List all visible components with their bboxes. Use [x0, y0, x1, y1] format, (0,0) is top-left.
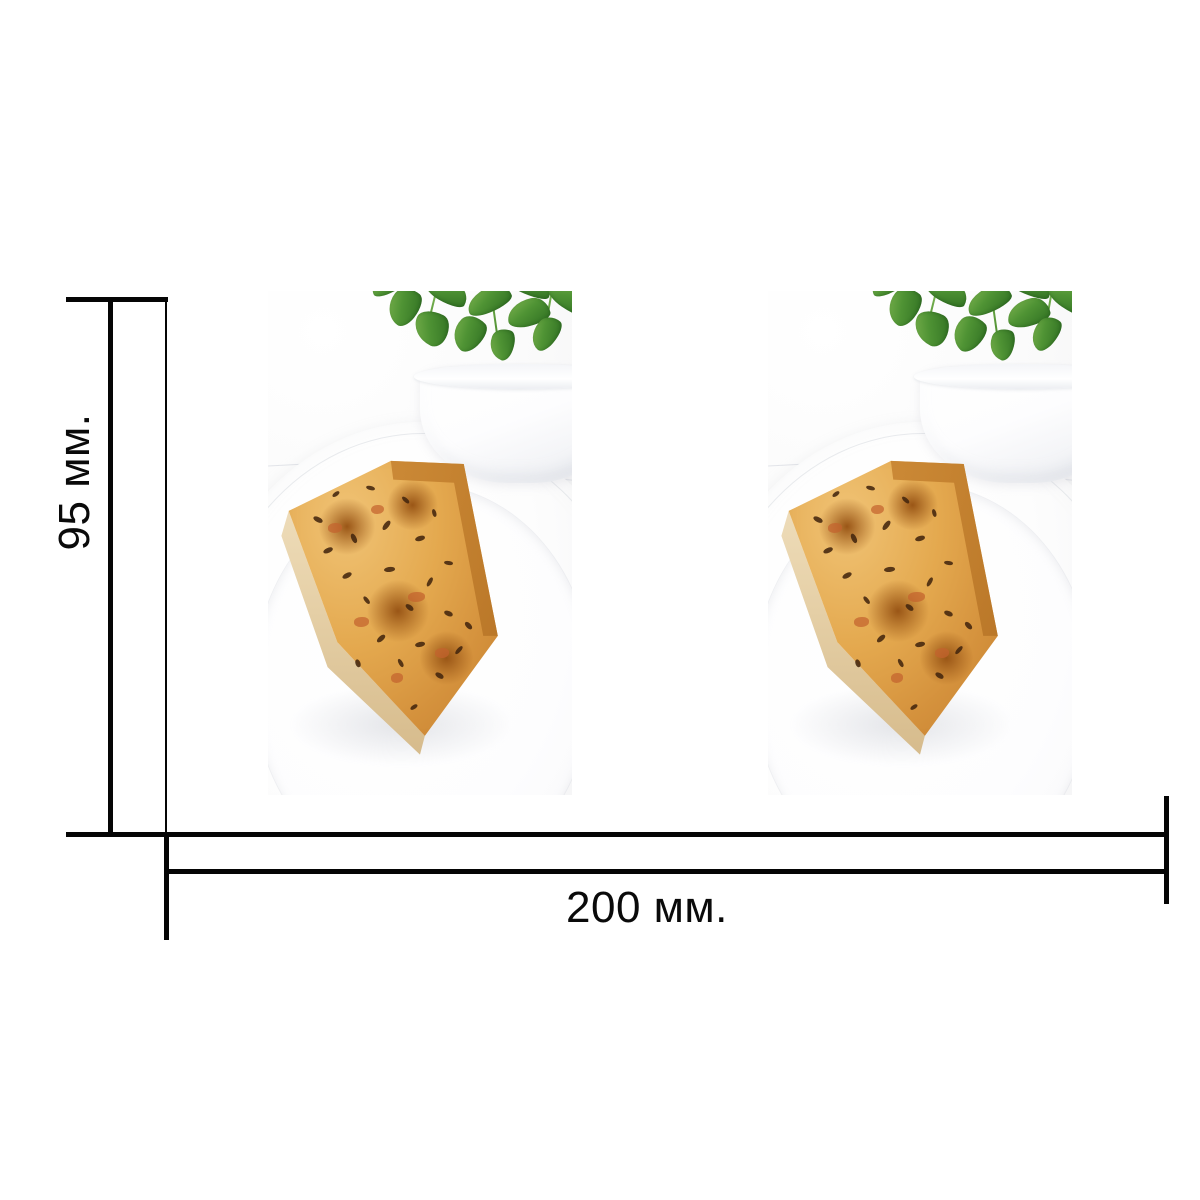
vertical-dimension-top-tick [66, 297, 168, 302]
basil-foliage [859, 291, 1072, 397]
photo-backdrop [268, 291, 572, 795]
vertical-dimension-line [108, 297, 113, 837]
vertical-dimension-guide-line [165, 297, 167, 834]
horizontal-dimension-line-top [164, 832, 1169, 837]
basil-foliage [359, 291, 572, 397]
product-photo-right [768, 291, 1072, 795]
horizontal-dimension-line-bottom [164, 869, 1169, 874]
product-photo-left [268, 291, 572, 795]
photo-backdrop [768, 291, 1072, 795]
horizontal-dimension-label: 200 мм. [566, 883, 728, 932]
quiche-slice [274, 442, 517, 755]
vertical-dimension-label: 95 мм. [50, 413, 99, 551]
vertical-dimension-bottom-tick [66, 832, 168, 837]
horizontal-dimension-right-tick [1164, 796, 1169, 904]
horizontal-dimension-left-tick [164, 832, 169, 940]
quiche-slice [774, 442, 1017, 755]
